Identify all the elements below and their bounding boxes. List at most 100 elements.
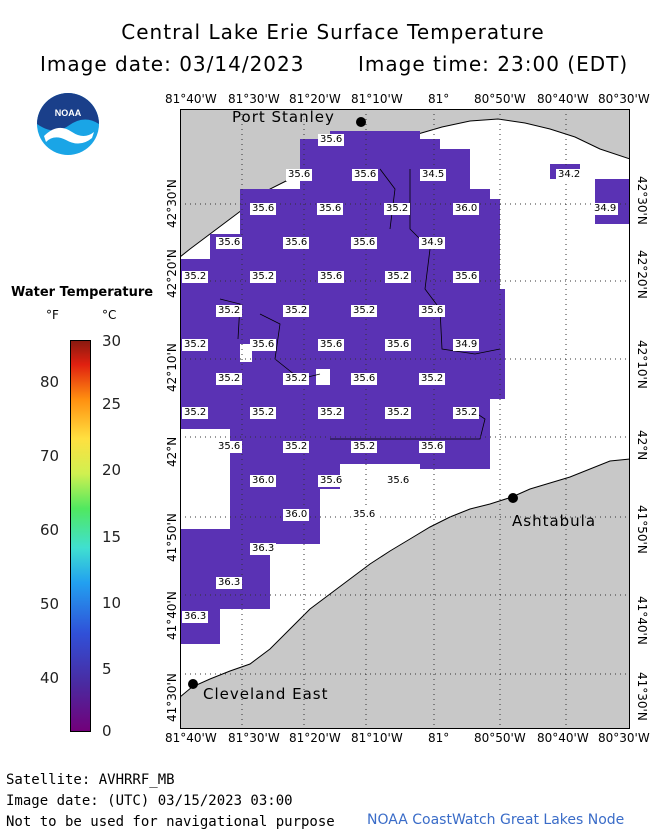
- temperature-label: 36.0: [283, 509, 310, 521]
- place-label-cleveland-east: Cleveland East: [203, 685, 329, 703]
- temperature-field: [180, 131, 630, 644]
- map-title: Central Lake Erie Surface Temperature: [121, 20, 545, 44]
- temperature-label: 35.2: [216, 305, 243, 317]
- temperature-label: 35.6: [419, 305, 446, 317]
- lake-erie-map: [180, 109, 630, 729]
- legend-unit-c: °C: [102, 308, 117, 322]
- legend-f-tick: 70: [40, 447, 60, 465]
- footer-utc-date: Image date: (UTC) 03/15/2023 03:00: [6, 793, 293, 809]
- temperature-label: 35.6: [385, 339, 412, 351]
- legend-c-tick: 20: [102, 461, 122, 479]
- temperature-label: 34.2: [556, 169, 583, 181]
- lon-tick-bottom: 81°20'W: [289, 731, 341, 745]
- temperature-label: 35.6: [216, 237, 243, 249]
- legend-c-tick: 25: [102, 395, 122, 413]
- lat-tick-left: 42°30'N: [165, 179, 179, 228]
- place-label-ashtabula: Ashtabula: [512, 512, 597, 530]
- temperature-label: 35.6: [351, 509, 378, 521]
- temperature-label: 35.6: [283, 237, 310, 249]
- lon-tick-top: 80°30'W: [598, 92, 650, 106]
- lat-tick-right: 41°30'N: [635, 672, 649, 721]
- lon-tick-top: 80°50'W: [474, 92, 526, 106]
- temperature-label: 35.6: [352, 169, 379, 181]
- temperature-label: 35.6: [250, 203, 277, 215]
- lat-tick-right: 42°20'N: [635, 250, 649, 299]
- temperature-label: 35.2: [283, 305, 310, 317]
- legend-f-tick: 50: [40, 595, 60, 613]
- temperature-label: 35.6: [419, 441, 446, 453]
- lon-tick-top: 80°40'W: [537, 92, 589, 106]
- lon-tick-top: 81°20'W: [289, 92, 341, 106]
- lon-tick-bottom: 80°40'W: [537, 731, 589, 745]
- isotherm-lines: [219, 168, 501, 440]
- temperature-label: 35.2: [419, 373, 446, 385]
- footer-disclaimer: Not to be used for navigational purpose: [6, 814, 335, 830]
- lon-tick-bottom: 81°10'W: [351, 731, 403, 745]
- temperature-label: 35.6: [453, 271, 480, 283]
- temperature-label: 35.2: [216, 373, 243, 385]
- lon-tick-bottom: 81°30'W: [228, 731, 280, 745]
- temperature-label: 34.9: [419, 237, 446, 249]
- legend-f-tick: 80: [40, 373, 60, 391]
- temperature-label: 36.0: [250, 475, 277, 487]
- lat-tick-left: 41°50'N: [165, 513, 179, 562]
- lat-tick-left: 42°20'N: [165, 249, 179, 298]
- lon-tick-bottom: 80°50'W: [474, 731, 526, 745]
- lon-tick-bottom: 81°40'W: [165, 731, 217, 745]
- lat-tick-right: 42°30'N: [635, 176, 649, 225]
- temperature-label: 35.6: [351, 373, 378, 385]
- temperature-label: 36.3: [250, 543, 277, 555]
- temperature-label: 35.2: [182, 339, 209, 351]
- footer-satellite: Satellite: AVHRRF_MB: [6, 772, 175, 788]
- temperature-label: 35.2: [182, 271, 209, 283]
- lon-tick-bottom: 81°: [428, 731, 450, 745]
- legend-c-tick: 30: [102, 332, 122, 350]
- legend-unit-f: °F: [46, 308, 59, 322]
- temperature-label: 36.3: [216, 577, 243, 589]
- temperature-label: 35.6: [318, 134, 345, 146]
- legend-c-tick: 15: [102, 528, 122, 546]
- temperature-label: 34.9: [453, 339, 480, 351]
- temperature-label: 35.6: [318, 271, 345, 283]
- temperature-label: 35.2: [283, 441, 310, 453]
- temperature-label: 35.6: [317, 203, 344, 215]
- image-date: Image date: 03/14/2023: [40, 52, 305, 76]
- lon-tick-top: 81°10'W: [351, 92, 403, 106]
- temperature-label: 35.6: [318, 339, 345, 351]
- lat-tick-left: 41°30'N: [165, 673, 179, 722]
- lat-tick-right: 42°10'N: [635, 340, 649, 389]
- temperature-label: 35.6: [286, 169, 313, 181]
- noaa-logo: NOAA: [37, 93, 99, 155]
- legend-title: Water Temperature: [11, 285, 154, 300]
- noaa-logo-text: NOAA: [55, 108, 82, 118]
- footer-credit: NOAA CoastWatch Great Lakes Node: [367, 812, 625, 828]
- lon-tick-top: 81°: [428, 92, 450, 106]
- lat-tick-left: 41°40'N: [165, 591, 179, 640]
- temperature-label: 36.0: [453, 203, 480, 215]
- temperature-label: 35.2: [182, 407, 209, 419]
- lat-tick-left: 42°N: [165, 436, 179, 467]
- temperature-label: 35.2: [385, 407, 412, 419]
- image-time: Image time: 23:00 (EDT): [358, 52, 629, 76]
- temperature-label: 35.2: [385, 271, 412, 283]
- temperature-label: 35.2: [351, 441, 378, 453]
- temperature-label: 35.2: [351, 305, 378, 317]
- temperature-label: 35.6: [351, 237, 378, 249]
- lon-tick-top: 81°30'W: [228, 92, 280, 106]
- temperature-label: 35.2: [318, 407, 345, 419]
- lat-tick-right: 42°N: [635, 430, 649, 461]
- lon-tick-top: 81°40'W: [165, 92, 217, 106]
- lat-tick-right: 41°50'N: [635, 505, 649, 554]
- temperature-label: 36.3: [182, 611, 209, 623]
- temperature-label: 35.2: [384, 203, 411, 215]
- temperature-label: 35.2: [283, 373, 310, 385]
- temperature-label: 34.9: [592, 203, 619, 215]
- color-bar: [70, 340, 91, 732]
- legend-c-tick: 0: [102, 722, 112, 740]
- legend-f-tick: 60: [40, 521, 60, 539]
- map-frame: [180, 109, 630, 729]
- place-label-port-stanley: Port Stanley: [232, 108, 335, 126]
- temperature-label: 35.2: [250, 407, 277, 419]
- legend-c-tick: 5: [102, 660, 112, 678]
- temperature-label: 34.5: [420, 169, 447, 181]
